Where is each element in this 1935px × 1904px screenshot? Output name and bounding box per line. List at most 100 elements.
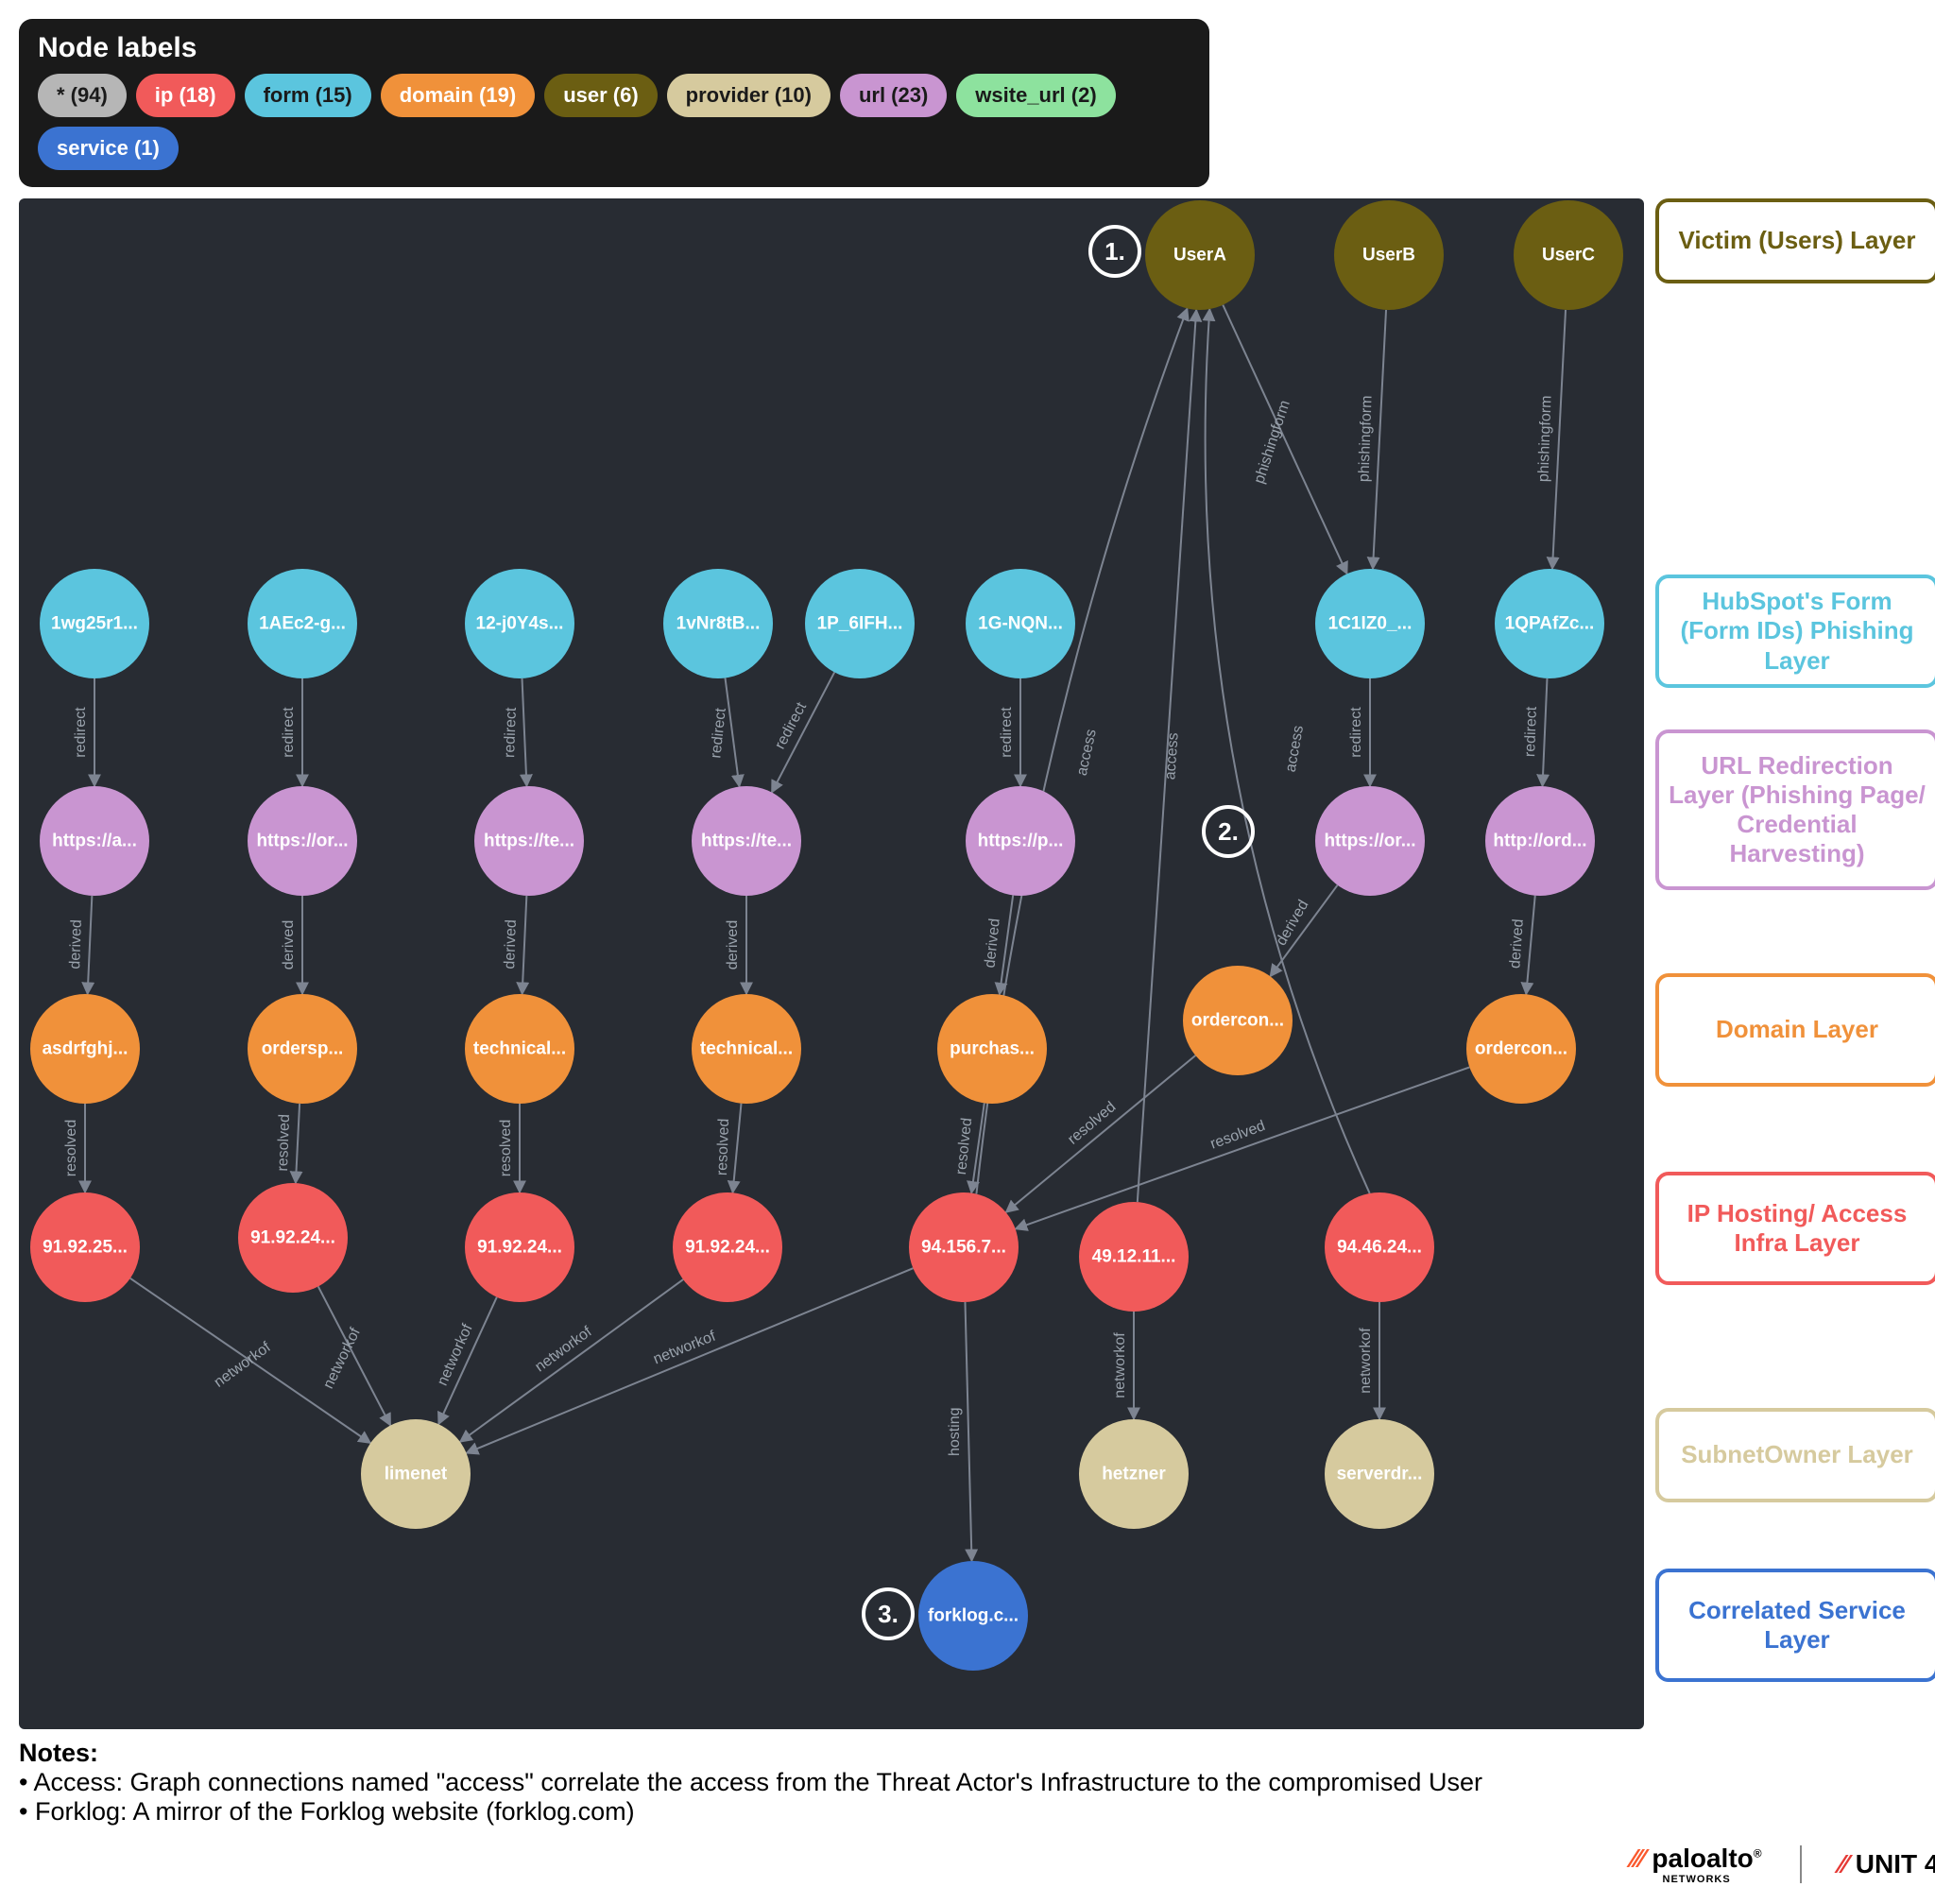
edge (726, 678, 740, 787)
edge-label: networkof (212, 1339, 275, 1391)
node-form: 1wg25r1... (40, 569, 149, 678)
edge-label: resolved (953, 1117, 975, 1175)
edge (1552, 310, 1566, 569)
node-user: UserA (1145, 200, 1255, 310)
node-ip: 49.12.11... (1079, 1202, 1189, 1312)
node-label: technical... (473, 1039, 566, 1059)
notes-line: • Access: Graph connections named "acces… (19, 1768, 1909, 1797)
edge-label: derived (281, 920, 297, 969)
node-form: 12-j0Y4s... (465, 569, 574, 678)
node-label: serverdr... (1337, 1465, 1423, 1484)
node-label: https://te... (701, 832, 792, 851)
edge (1543, 678, 1548, 786)
node-label: 94.46.24... (1337, 1238, 1422, 1258)
edge-label: access (1074, 728, 1100, 777)
edge-label: redirect (1522, 706, 1540, 757)
node-provider: limenet (361, 1419, 471, 1529)
layer-box: IP Hosting/ Access Infra Layer (1655, 1172, 1935, 1285)
node-label: 1AEc2-g... (259, 614, 346, 634)
edge-label: access (1283, 724, 1307, 773)
node-url: https://p... (966, 786, 1075, 896)
legend-pill: user (6) (544, 74, 657, 117)
layer-box: Victim (Users) Layer (1655, 198, 1935, 283)
edge-label: derived (1274, 898, 1312, 949)
legend-pill: wsite_url (2) (956, 74, 1115, 117)
notes-line: • Forklog: A mirror of the Forklog websi… (19, 1797, 1909, 1827)
edge-label: redirect (708, 707, 729, 759)
edge-label: redirect (999, 707, 1015, 758)
node-user: UserC (1514, 200, 1623, 310)
node-domain: asdrfghj... (30, 994, 140, 1104)
legend-pill: form (15) (245, 74, 371, 117)
node-ip: 91.92.24... (238, 1183, 348, 1293)
node-label: 91.92.24... (477, 1238, 562, 1258)
node-ip: 94.156.7... (909, 1192, 1019, 1302)
node-url: http://ord... (1485, 786, 1595, 896)
node-ip: 91.92.24... (465, 1192, 574, 1302)
edge-label: resolved (63, 1120, 79, 1176)
edge (318, 1286, 390, 1425)
layer-box: Domain Layer (1655, 973, 1935, 1087)
node-url: https://or... (1315, 786, 1425, 896)
node-label: 91.92.24... (685, 1238, 770, 1258)
node-service: forklog.c... (918, 1561, 1028, 1671)
edge (1373, 310, 1386, 569)
edge (522, 678, 527, 786)
graph-panel: phishingformphishingformphishingformredi… (19, 198, 1644, 1729)
graph-svg: phishingformphishingformphishingformredi… (19, 198, 1644, 1729)
node-label: ordercon... (1475, 1039, 1567, 1059)
node-label: 1P_6IFH... (817, 614, 903, 634)
edge-label: redirect (502, 707, 520, 758)
edge-label: redirect (73, 707, 89, 758)
node-url: https://te... (692, 786, 801, 896)
node-label: 94.156.7... (921, 1238, 1006, 1258)
paloalto-logo: ⁄⁄⁄ paloalto® NETWORKS (1632, 1844, 1762, 1885)
node-form: 1C1IZ0_... (1315, 569, 1425, 678)
node-ip: 91.92.24... (673, 1192, 782, 1302)
node-domain: ordercon... (1466, 994, 1576, 1104)
edge-label: resolved (498, 1120, 514, 1176)
node-label: 1wg25r1... (51, 614, 138, 634)
node-domain: ordercon... (1183, 966, 1293, 1075)
edge-label: derived (725, 920, 741, 969)
unit42-logo: ⁄⁄ UNIT 42 (1840, 1849, 1935, 1879)
edge-label: redirect (281, 707, 297, 758)
node-label: ordersp... (262, 1039, 344, 1059)
node-label: ordercon... (1191, 1011, 1284, 1031)
node-label: 49.12.11... (1092, 1247, 1176, 1267)
node-domain: technical... (692, 994, 801, 1104)
edge-label: derived (982, 918, 1002, 969)
node-provider: serverdr... (1325, 1419, 1434, 1529)
edge-label: networkof (320, 1325, 364, 1391)
edge (1223, 305, 1346, 575)
layers-column: Victim (Users) Layer HubSpot's Form (Form… (1655, 198, 1935, 1729)
footer-logos: ⁄⁄⁄ paloalto® NETWORKS ⁄⁄ UNIT 42 (19, 1844, 1935, 1885)
node-form: 1AEc2-g... (248, 569, 357, 678)
node-form: 1QPAfZc... (1495, 569, 1604, 678)
notes-title: Notes: (19, 1739, 98, 1767)
divider (1800, 1845, 1802, 1883)
node-ip: 94.46.24... (1325, 1192, 1434, 1302)
node-url: https://te... (474, 786, 584, 896)
layer-box: HubSpot's Form (Form IDs) Phishing Layer (1655, 575, 1935, 688)
node-label: https://a... (52, 832, 137, 851)
legend-box: Node labels * (94)ip (18)form (15)domain… (19, 19, 1209, 187)
edge-label: derived (67, 919, 85, 969)
edge-label: resolved (275, 1114, 293, 1172)
node-domain: technical... (465, 994, 574, 1104)
node-label: 1vNr8tB... (676, 614, 761, 634)
layer-box: URL Redirection Layer (Phishing Page/ Cr… (1655, 729, 1935, 890)
edge (965, 1302, 971, 1561)
legend-pill: provider (10) (667, 74, 831, 117)
node-label: limenet (385, 1465, 448, 1484)
node-label: 1G-NQN... (978, 614, 1063, 634)
layer-box: SubnetOwner Layer (1655, 1408, 1935, 1502)
edge-label: phishingform (1535, 395, 1554, 482)
node-label: hetzner (1102, 1465, 1166, 1484)
edge-label: redirect (772, 699, 810, 752)
notes-section: Notes: • Access: Graph connections named… (19, 1739, 1909, 1827)
annotation-number: 2. (1218, 817, 1239, 846)
edge-label: redirect (1348, 707, 1364, 758)
edge-label: derived (1507, 918, 1527, 969)
node-label: 91.92.24... (250, 1228, 335, 1248)
